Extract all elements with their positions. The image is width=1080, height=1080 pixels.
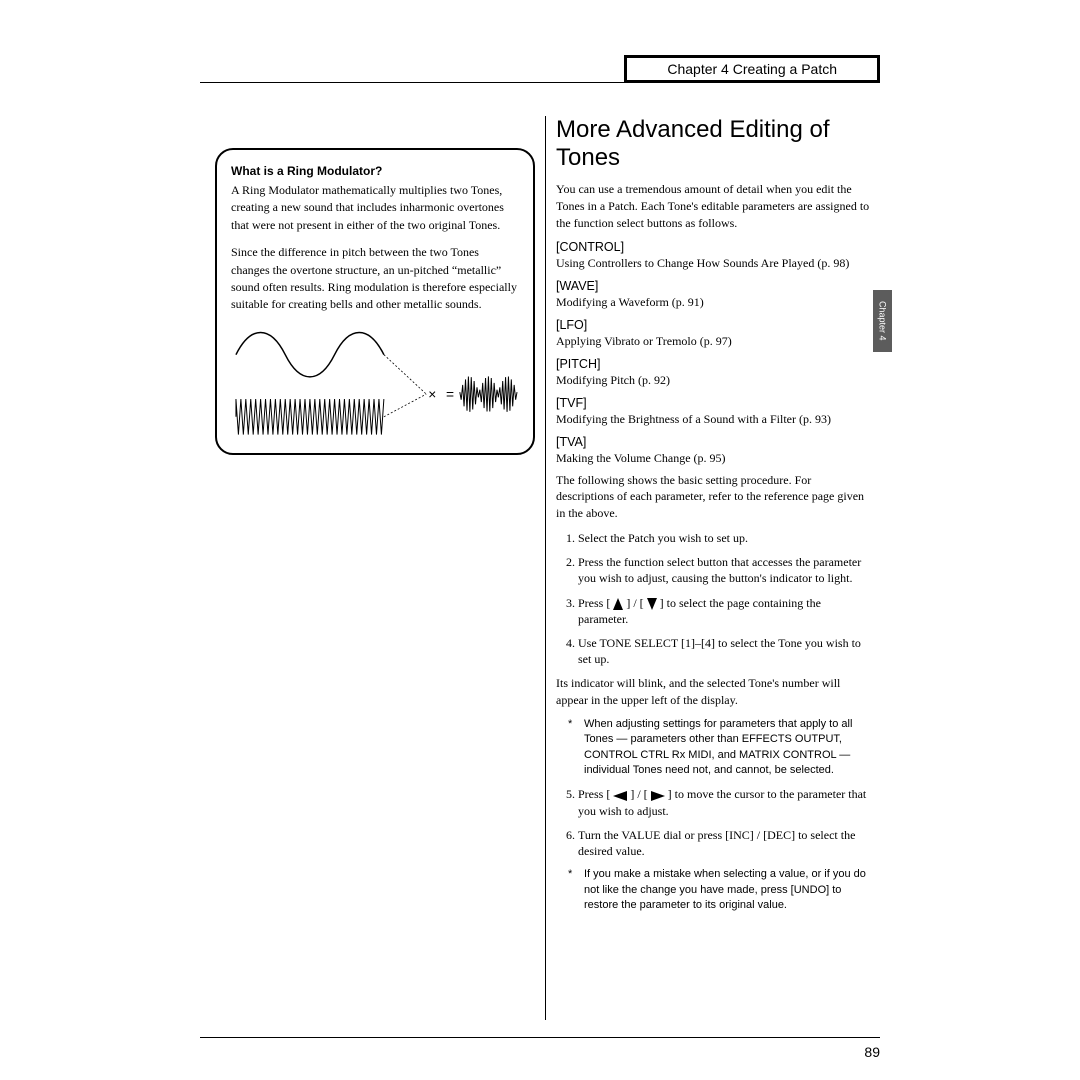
procedure-list: Select the Patch you wish to set up. Pre…: [556, 530, 870, 667]
param-section-desc: Making the Volume Change (p. 95): [556, 451, 870, 466]
section-title: More Advanced Editing of Tones: [556, 116, 870, 171]
param-section-head: [PITCH]: [556, 357, 870, 371]
param-section-head: [TVF]: [556, 396, 870, 410]
param-section-desc: Modifying the Brightness of a Sound with…: [556, 412, 870, 427]
rule-bottom: [200, 1037, 880, 1038]
ring-mod-diagram: × =: [231, 330, 519, 438]
column-divider: [545, 116, 546, 1020]
chapter-side-tab: Chapter 4: [873, 290, 892, 352]
step-5: Press [ ] / [ ] to move the cursor to th…: [578, 786, 870, 818]
param-section-head: [LFO]: [556, 318, 870, 332]
param-section-head: [WAVE]: [556, 279, 870, 293]
intro-paragraph: You can use a tremendous amount of detai…: [556, 181, 870, 231]
param-section-head: [CONTROL]: [556, 240, 870, 254]
page-number: 89: [864, 1044, 880, 1060]
param-section-desc: Using Controllers to Change How Sounds A…: [556, 256, 870, 271]
left-column: What is a Ring Modulator? A Ring Modulat…: [215, 116, 535, 1020]
svg-text:×: ×: [428, 387, 436, 402]
svg-text:=: =: [446, 387, 454, 402]
step-2: Press the function select button that ac…: [578, 554, 870, 586]
param-section-desc: Modifying Pitch (p. 92): [556, 373, 870, 388]
callout-p1: A Ring Modulator mathematically multipli…: [231, 182, 519, 234]
callout-p2: Since the difference in pitch between th…: [231, 244, 519, 314]
arrow-left-icon: [613, 791, 627, 801]
step-4: Use TONE SELECT [1]–[4] to select the To…: [578, 635, 870, 667]
note-1: When adjusting settings for parameters t…: [556, 717, 870, 779]
arrow-right-icon: [651, 791, 665, 801]
param-section-desc: Modifying a Waveform (p. 91): [556, 295, 870, 310]
after-step-4: Its indicator will blink, and the select…: [556, 675, 870, 709]
procedure-list-2: Press [ ] / [ ] to move the cursor to th…: [556, 786, 870, 859]
ring-modulator-callout: What is a Ring Modulator? A Ring Modulat…: [215, 148, 535, 455]
step-3: Press [ ] / [ ] to select the page conta…: [578, 595, 870, 627]
note-2: If you make a mistake when selecting a v…: [556, 867, 870, 913]
chapter-header-box: Chapter 4 Creating a Patch: [624, 55, 880, 83]
right-column: More Advanced Editing of Tones You can u…: [556, 116, 870, 1020]
procedure-intro: The following shows the basic setting pr…: [556, 472, 870, 522]
param-section-head: [TVA]: [556, 435, 870, 449]
arrow-down-icon: [647, 598, 657, 610]
arrow-up-icon: [613, 598, 623, 610]
step-1: Select the Patch you wish to set up.: [578, 530, 870, 546]
param-section-desc: Applying Vibrato or Tremolo (p. 97): [556, 334, 870, 349]
callout-title: What is a Ring Modulator?: [231, 164, 519, 178]
step-6: Turn the VALUE dial or press [INC] / [DE…: [578, 827, 870, 859]
